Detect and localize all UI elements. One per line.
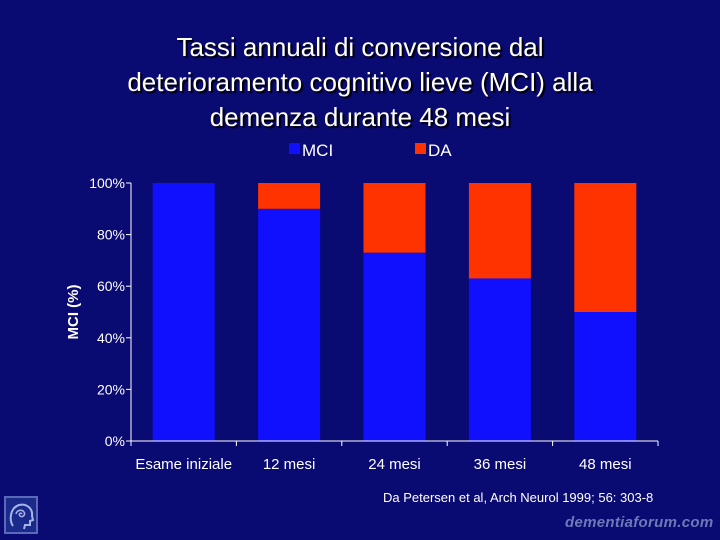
y-tick-label-0: 0% (105, 433, 125, 449)
chart-title: Tassi annuali di conversione dal deterio… (40, 30, 680, 135)
bar-mci-2 (258, 208, 321, 441)
y-tick-label-1: 20% (97, 381, 125, 397)
legend-label-da: DA (428, 141, 452, 160)
brand-watermark: dementiaforum.com (565, 514, 714, 531)
bar-da-3 (363, 183, 426, 253)
y-axis-title: MCI (%) (65, 285, 82, 340)
bar-da-2 (258, 183, 321, 209)
bar-mci-1 (152, 183, 215, 441)
y-tick-label-4: 80% (97, 227, 125, 243)
x-tick-label-5: 48 mesi (579, 456, 632, 473)
bar-mci-4 (468, 278, 531, 441)
bar-da-4 (468, 183, 531, 279)
legend-swatch-mci (289, 143, 300, 154)
legend-label-mci: MCI (302, 141, 333, 160)
x-tick-label-2: 12 mesi (263, 456, 316, 473)
y-tick-label-5: 100% (89, 175, 125, 191)
source-citation: Da Petersen et al, Arch Neurol 1999; 56:… (383, 490, 654, 505)
title-line-1: Tassi annuali di conversione dal (176, 32, 544, 62)
x-tick-label-3: 24 mesi (368, 456, 421, 473)
title-line-2: deterioramento cognitivo lieve (MCI) all… (127, 67, 593, 97)
title-line-3: demenza durante 48 mesi (209, 102, 511, 132)
bar-da-5 (574, 183, 637, 312)
y-tick-label-3: 60% (97, 278, 125, 294)
brain-head-logo-icon (4, 496, 38, 534)
x-tick-label-4: 36 mesi (474, 456, 527, 473)
legend-swatch-da (415, 143, 426, 154)
bar-mci-5 (574, 312, 637, 441)
bar-mci-3 (363, 252, 426, 441)
x-tick-label-1: Esame iniziale (135, 456, 232, 473)
y-tick-label-2: 40% (97, 330, 125, 346)
